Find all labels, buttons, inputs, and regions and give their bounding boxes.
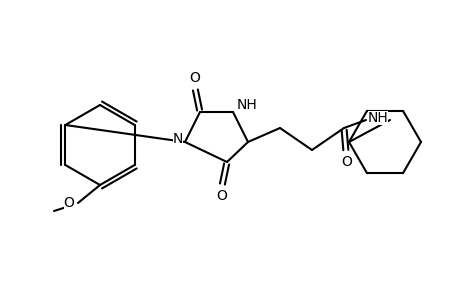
Text: O: O bbox=[63, 196, 74, 210]
Text: O: O bbox=[189, 71, 200, 85]
Text: O: O bbox=[341, 155, 352, 169]
Text: NH: NH bbox=[367, 111, 387, 125]
Text: NH: NH bbox=[236, 98, 257, 112]
Text: O: O bbox=[216, 189, 227, 203]
Text: N: N bbox=[173, 132, 183, 146]
